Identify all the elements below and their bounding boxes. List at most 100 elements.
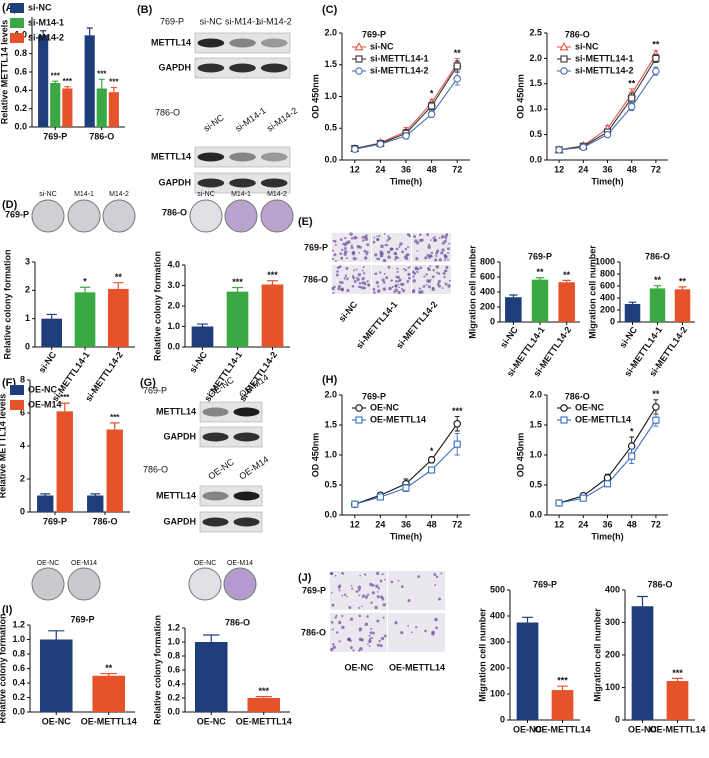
transwell-cell	[351, 284, 355, 288]
significance: ***	[557, 676, 568, 686]
transwell-col-label: OE-METTL14	[389, 662, 445, 672]
transwell-cell	[330, 572, 334, 575]
x-tick-label: 12	[350, 164, 360, 174]
bar	[41, 318, 62, 347]
transwell-cell	[433, 573, 437, 576]
transwell-cell	[444, 258, 447, 261]
y-axis-label: Migration cell number	[477, 608, 487, 702]
transwell-cell	[341, 281, 344, 284]
legend-label: OE-NC	[28, 384, 58, 394]
chart-title: 769-P	[362, 29, 386, 39]
bar	[108, 288, 129, 347]
transwell-cell	[349, 232, 353, 236]
y-axis-label: OD 450nm	[310, 433, 320, 478]
marker	[354, 42, 364, 51]
transwell-cell	[335, 631, 339, 634]
transwell-cell	[389, 247, 393, 251]
significance: **	[115, 272, 123, 282]
blot-band-label: GAPDH	[158, 177, 191, 187]
transwell-cell	[343, 246, 347, 250]
transwell-cell	[375, 272, 378, 275]
y-tick-label: 1000	[595, 256, 615, 266]
significance: ***	[452, 406, 463, 416]
transwell-cell	[347, 277, 349, 280]
transwell-cell	[334, 244, 337, 246]
bar	[194, 642, 228, 712]
y-tick-label: 0.0	[167, 341, 180, 351]
transwell-cell	[430, 251, 434, 255]
blot-lane: si-M14-2	[257, 16, 292, 26]
colony-well-label: M14-2	[267, 191, 287, 198]
colony-well-label: OE-M14	[71, 560, 97, 567]
x-tick-label: si-NC	[498, 324, 520, 349]
transwell-cell	[414, 267, 418, 271]
chart-title: 769-P	[533, 579, 557, 589]
marker	[453, 74, 461, 83]
marker	[560, 404, 568, 412]
marker	[603, 474, 612, 482]
transwell-cell	[426, 253, 430, 257]
transwell-cell	[405, 253, 409, 257]
bar	[674, 289, 691, 322]
transwell-cell	[352, 251, 355, 254]
marker	[603, 480, 612, 488]
transwell-cell	[377, 289, 381, 293]
significance: ***	[51, 71, 61, 80]
transwell-cell	[379, 254, 384, 258]
transwell-cell	[441, 235, 445, 239]
transwell-cell	[436, 249, 440, 253]
transwell-cell	[384, 578, 386, 581]
bar	[531, 279, 549, 322]
y-tick-label: 1.0	[12, 634, 25, 644]
transwell-cell	[369, 582, 373, 587]
y-tick-label: 100	[605, 682, 620, 692]
transwell-cell	[340, 256, 343, 259]
y-axis-label: Migration cell number	[592, 608, 602, 702]
transwell-cell	[440, 572, 443, 575]
transwell-cell	[432, 236, 435, 239]
transwell-cell	[428, 254, 432, 258]
error-bar	[52, 80, 59, 83]
marker	[652, 403, 660, 411]
marker	[427, 456, 436, 464]
x-tick-label: 769-P	[43, 131, 67, 141]
colony-well	[189, 199, 223, 233]
significance: *	[83, 277, 87, 287]
transwell-cell	[372, 287, 376, 291]
error-bar	[197, 323, 208, 327]
significance: ***	[110, 413, 120, 422]
transwell-cell	[425, 283, 428, 286]
y-tick-label: 0.5	[324, 479, 337, 489]
transwell-cell	[341, 614, 344, 618]
transwell-cell	[383, 281, 386, 284]
transwell-cell	[411, 290, 415, 294]
blot-lane: si-M14-1	[233, 105, 267, 133]
transwell-cell	[399, 242, 403, 246]
transwell-cell	[445, 265, 449, 270]
error-bar	[203, 634, 220, 642]
transwell-cell	[339, 281, 342, 284]
x-tick-label: 24	[578, 164, 588, 174]
x-tick-label: 36	[602, 164, 612, 174]
transwell-cell	[434, 584, 437, 586]
transwell-cell	[407, 624, 409, 627]
transwell-cell	[379, 271, 382, 274]
transwell-cell	[330, 591, 333, 594]
y-axis-label: Relative METTL14 levels	[0, 394, 7, 499]
colony-cell: 769-P	[5, 209, 29, 219]
blot-band-label: METTL14	[156, 490, 196, 500]
y-tick-label: 300	[490, 636, 505, 646]
transwell-cell	[344, 275, 347, 278]
significance: *	[430, 88, 434, 98]
transwell-cell	[335, 273, 339, 277]
x-tick-label: si-NC	[37, 349, 59, 374]
panel-label: (E)	[298, 216, 313, 228]
significance: **	[679, 276, 687, 286]
transwell-cell	[408, 266, 411, 268]
bar	[38, 35, 49, 128]
error-bar	[267, 280, 278, 285]
blot-band	[229, 152, 256, 162]
transwell-cell	[360, 638, 364, 642]
marker	[628, 94, 636, 102]
error-bar	[86, 27, 93, 36]
